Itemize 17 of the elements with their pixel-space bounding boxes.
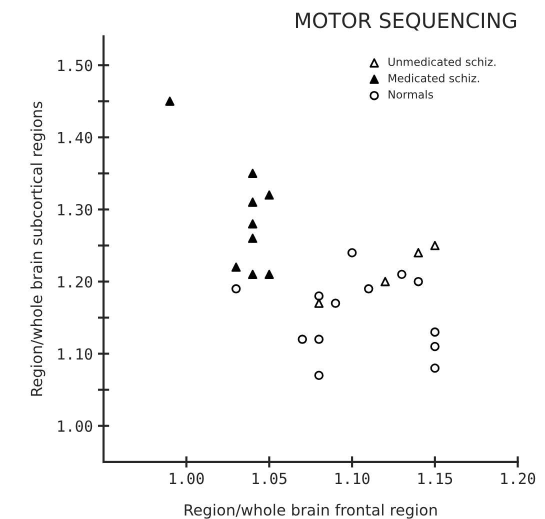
legend-label: Normals [388, 90, 434, 99]
x-tick-label: 1.00 [170, 472, 204, 484]
y-tick-label: 1.20 [58, 276, 92, 288]
x-axis-title: Region/whole brain frontal region [184, 504, 437, 519]
y-tick-label: 1.00 [58, 420, 92, 432]
chart-title: MOTOR SEQUENCING [296, 12, 516, 31]
legend-label: Medicated schiz. [388, 74, 480, 82]
legend-label: Unmedicated schiz. [388, 57, 496, 66]
x-tick-label: 1.05 [252, 472, 286, 484]
y-tick-label: 1.40 [58, 132, 92, 144]
x-tick-label: 1.10 [336, 472, 370, 484]
x-tick-label: 1.20 [501, 472, 536, 484]
y-tick-label: 1.10 [58, 348, 92, 360]
y-tick-label: 1.50 [58, 60, 92, 72]
x-tick-label: 1.15 [418, 472, 452, 484]
y-axis-title: Region/whole brain subcortical regions [30, 102, 46, 396]
y-tick-label: 1.30 [58, 204, 92, 216]
